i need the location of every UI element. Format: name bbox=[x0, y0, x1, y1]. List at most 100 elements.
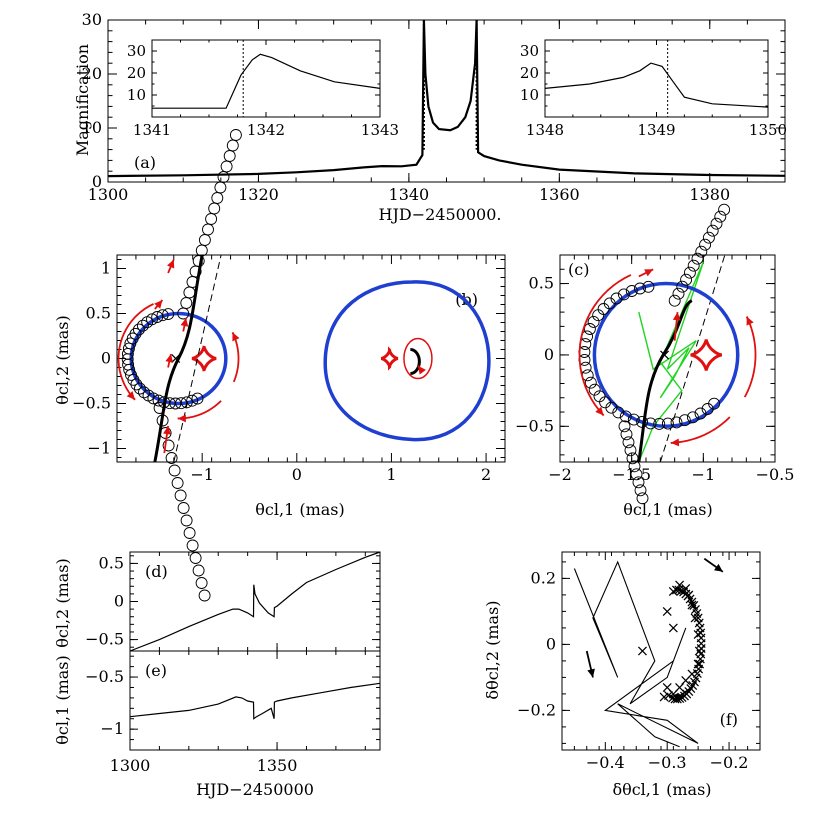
centroid-shift-line bbox=[129, 682, 381, 720]
image-position-marker bbox=[683, 266, 696, 279]
motion-arrow-head bbox=[163, 426, 171, 435]
image-position-marker bbox=[636, 492, 649, 505]
image-position-marker bbox=[710, 217, 723, 230]
image-position-marker bbox=[691, 252, 704, 265]
residual-marker: × bbox=[691, 608, 704, 627]
image-position-marker bbox=[183, 286, 196, 299]
image-position-marker bbox=[147, 392, 160, 405]
panel-d-ylabel: θcl,2 (mas) bbox=[53, 558, 72, 647]
y-tick-label: 20 bbox=[127, 64, 146, 82]
image-position-marker bbox=[132, 323, 145, 336]
panel-c-frame bbox=[559, 254, 776, 463]
image-position-marker bbox=[151, 311, 164, 323]
x-tick-label: −1.5 bbox=[612, 465, 651, 484]
image-position-marker bbox=[180, 514, 193, 527]
image-position-marker bbox=[587, 315, 600, 328]
residual-marker: × bbox=[636, 641, 649, 660]
y-tick-label: 0.2 bbox=[531, 568, 556, 587]
x-tick-label: −1 bbox=[692, 465, 716, 484]
x-tick-label: −2 bbox=[548, 465, 572, 484]
panel-a-ylabel: Magnification bbox=[73, 44, 92, 156]
image-position-marker bbox=[138, 386, 150, 399]
image-position-marker bbox=[174, 489, 187, 502]
image-position-marker bbox=[617, 288, 630, 301]
residual-marker: × bbox=[685, 592, 698, 611]
y-tick-label: 30 bbox=[127, 42, 146, 60]
y-tick-label: −0.5 bbox=[85, 667, 124, 686]
residual-marker: × bbox=[693, 654, 706, 673]
y-tick-label: 10 bbox=[127, 86, 146, 104]
residual-marker: × bbox=[679, 671, 692, 690]
panel-f-xlabel: δθcl,1 (mas) bbox=[612, 780, 711, 799]
residual-marker: × bbox=[657, 687, 670, 706]
x-tick-label: −0.3 bbox=[648, 753, 687, 772]
y-tick-label: 30 bbox=[520, 42, 539, 60]
panel-f-ylabel: δθcl,2 (mas) bbox=[483, 600, 502, 699]
panel-c-xlabel: θcl,1 (mas) bbox=[623, 500, 712, 519]
motion-arrow-tip-head bbox=[232, 332, 240, 342]
residual-marker: × bbox=[675, 581, 688, 600]
residual-trajectory bbox=[573, 560, 699, 748]
image-position-marker bbox=[628, 460, 641, 473]
residual-marker: × bbox=[695, 633, 708, 652]
image-position-marker bbox=[220, 160, 233, 173]
einstein-ring bbox=[592, 281, 740, 429]
image-position-marker bbox=[686, 411, 699, 424]
y-tick-label: 30 bbox=[82, 10, 102, 29]
image-position-marker bbox=[699, 238, 712, 251]
image-position-marker bbox=[581, 369, 594, 382]
image-position-marker bbox=[217, 171, 230, 183]
image-position-marker bbox=[592, 309, 605, 322]
image-position-marker bbox=[186, 539, 199, 552]
panel-c-tag: (c) bbox=[568, 260, 589, 279]
flow-arrow-head bbox=[587, 668, 595, 678]
image-position-marker bbox=[630, 468, 643, 481]
inset-light-curve bbox=[544, 62, 769, 108]
panel-e-xlabel: HJD−2450000 bbox=[196, 780, 314, 799]
caustic bbox=[191, 345, 217, 372]
image-position-marker bbox=[620, 428, 633, 441]
motion-arrow-head bbox=[154, 300, 163, 309]
residual-marker: × bbox=[679, 578, 692, 597]
residual-marker: × bbox=[682, 585, 695, 604]
x-tick-label: 1300 bbox=[110, 756, 151, 775]
small-red-loop bbox=[403, 337, 433, 380]
image-position-marker bbox=[661, 417, 674, 430]
x-tick-label: 1343 bbox=[361, 121, 399, 139]
y-tick-label: 20 bbox=[82, 64, 102, 83]
panel-e-ylabel: θcl,1 (mas) bbox=[53, 655, 72, 744]
motion-arrow bbox=[578, 274, 632, 417]
y-tick-label: 10 bbox=[520, 86, 539, 104]
panel-a-xlabel: HJD−2450000. bbox=[379, 205, 502, 224]
image-position-marker bbox=[130, 378, 143, 391]
motion-arrow-head bbox=[417, 365, 426, 375]
light-curve-line bbox=[107, 19, 786, 178]
image-position-marker bbox=[668, 294, 681, 307]
source-trajectory bbox=[637, 299, 693, 463]
image-position-marker bbox=[676, 280, 689, 293]
image-position-marker bbox=[169, 397, 182, 410]
flow-arrow-head bbox=[714, 563, 723, 572]
image-position-marker bbox=[211, 192, 224, 204]
x-tick-label: 1348 bbox=[526, 121, 564, 139]
panel-f-tag: (f) bbox=[720, 710, 738, 729]
motion-arrow-head bbox=[167, 259, 175, 269]
x-tick-label: 1320 bbox=[238, 185, 279, 204]
residual-marker: × bbox=[677, 582, 690, 601]
motion-arrow-tip-head bbox=[126, 391, 135, 400]
lens-marker: × bbox=[658, 345, 671, 364]
residual-marker: × bbox=[692, 659, 705, 678]
residual-marker: × bbox=[694, 649, 707, 668]
residual-marker: × bbox=[672, 580, 685, 599]
residual-marker: × bbox=[691, 625, 704, 644]
residual-marker: × bbox=[666, 688, 679, 707]
y-tick-label: −0.2 bbox=[517, 700, 556, 719]
panel-e-tag: (e) bbox=[145, 661, 167, 680]
image-position-marker bbox=[186, 394, 199, 407]
motion-arrow-tip-head bbox=[670, 438, 680, 447]
y-tick-label: 0 bbox=[101, 349, 111, 368]
image-position-marker bbox=[678, 414, 691, 427]
motion-arrow bbox=[117, 303, 154, 401]
residual-marker: × bbox=[691, 654, 704, 673]
image-position-marker bbox=[171, 477, 184, 489]
